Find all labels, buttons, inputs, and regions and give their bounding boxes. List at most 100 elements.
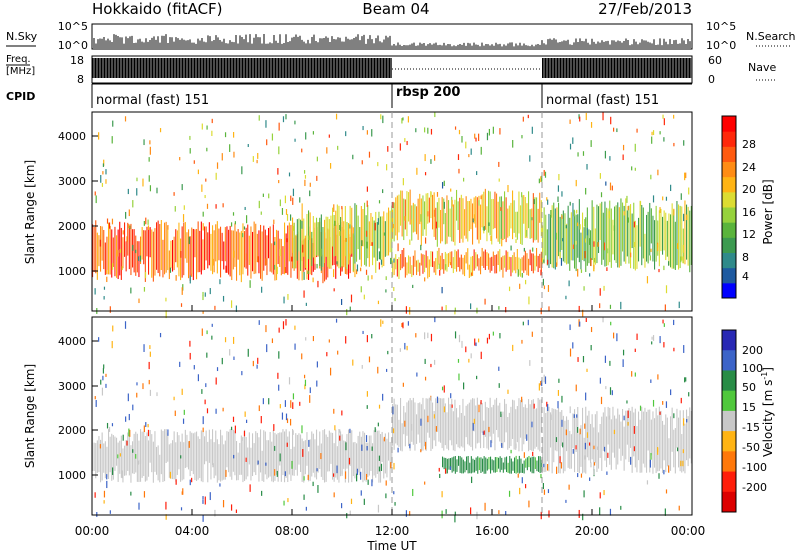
velocity-cell: [614, 415, 616, 458]
power-cell: [128, 226, 130, 270]
power-scatter-point: [457, 154, 460, 161]
power-cell: [468, 264, 470, 278]
power-scatter-point: [242, 233, 244, 238]
velocity-scatter-point: [241, 371, 243, 376]
velocity-cell: [456, 408, 458, 445]
velocity-cell: [596, 411, 598, 472]
power-scatter-point: [471, 272, 473, 276]
velocity-scatter-point: [527, 319, 529, 326]
power-cell: [496, 193, 498, 239]
velocity-scatter-point: [387, 350, 389, 355]
velocity-cell: [642, 411, 644, 464]
cpid-segment-2: rbsp 200: [396, 85, 460, 100]
velocity-scatter-point: [434, 359, 436, 365]
velocity-scatter-point: [292, 402, 294, 409]
velocity-cell: [446, 412, 448, 449]
velocity-cell: [159, 454, 161, 483]
velocity-cell: [295, 433, 297, 470]
velocity-scatter-point: [582, 513, 584, 521]
velocity-scatter-point: [361, 444, 363, 451]
power-cell: [464, 255, 466, 277]
velocity-cell: [116, 437, 118, 466]
velocity-cell: [470, 399, 472, 447]
power-scatter-point: [415, 128, 417, 133]
power-scatter-point: [382, 189, 384, 194]
velocity-scatter-point: [588, 442, 591, 446]
power-scatter-point: [279, 249, 281, 257]
velocity-scatter-point: [688, 392, 690, 397]
velocity-cell: [395, 404, 397, 444]
power-cell: [417, 259, 419, 272]
power-scatter-point: [441, 286, 443, 294]
power-scatter-point: [599, 288, 601, 296]
velocity-scatter-point: [416, 372, 418, 377]
velocity-cell: [380, 434, 382, 483]
velocity-scatter-point: [350, 498, 353, 505]
velocity-cell: [393, 398, 395, 450]
velocity-scatter-point: [561, 395, 563, 403]
power-scatter-point: [480, 195, 482, 200]
power-scatter-point: [404, 216, 406, 221]
power-scatter-point: [222, 203, 224, 208]
velocity-scatter-point: [463, 382, 465, 390]
velocity-cell: [686, 409, 688, 461]
velocity-cell: [658, 406, 660, 471]
power-cell: [676, 201, 678, 266]
power-cell: [508, 256, 510, 270]
power-cell: [250, 226, 252, 279]
power-scatter-point: [103, 286, 106, 290]
velocity-cell: [690, 410, 692, 464]
velocity-scatter-point: [465, 346, 467, 353]
power-scatter-point: [289, 214, 292, 221]
power-scatter-point: [438, 263, 440, 269]
velocity-scatter-point: [339, 435, 341, 441]
power-ytick-label: 1000: [58, 265, 86, 278]
velocity-scatter-point: [287, 498, 289, 503]
power-scatter-point: [249, 280, 251, 288]
velocity-scatter-point: [340, 503, 343, 509]
velocity-scatter-point: [470, 507, 472, 515]
velocity-cell: [279, 432, 281, 466]
power-y-tick-4000: 4000: [58, 130, 98, 143]
velocity-scatter-point: [105, 373, 107, 377]
x-tick-label: 20:00: [575, 524, 610, 538]
power-scatter-point: [271, 133, 274, 141]
power-cell: [255, 223, 257, 274]
power-scatter-point: [294, 120, 296, 125]
power-scatter-point: [106, 276, 108, 283]
power-cell: [686, 204, 688, 260]
velocity-scatter-point: [262, 398, 264, 405]
power-cell: [615, 205, 617, 263]
power-cell: [127, 222, 129, 256]
power-cell: [237, 229, 239, 260]
power-scatter-point: [204, 292, 206, 297]
velocity-cell: [340, 431, 342, 477]
power-scatter-point: [603, 285, 605, 291]
power-cell: [170, 240, 172, 269]
velocity-cell: [178, 435, 180, 470]
velocity-cell: [96, 440, 98, 473]
velocity-scatter-point: [499, 333, 501, 339]
velocity-cell: [223, 444, 225, 480]
power-scatter-point: [533, 199, 535, 205]
velocity-scatter-point: [657, 448, 659, 455]
power-scatter-point: [589, 273, 591, 277]
power-cell: [630, 204, 632, 269]
velocity-scatter-point: [183, 409, 185, 415]
velocity-cell: [330, 432, 332, 464]
power-cell: [574, 211, 576, 269]
power-cell: [189, 236, 191, 281]
velocity-cell: [551, 408, 553, 474]
power-scatter-point: [99, 239, 102, 247]
velocity-scatter-point: [651, 341, 653, 345]
velocity-cell: [507, 462, 509, 473]
power-cell: [582, 212, 584, 261]
power-scatter-point: [607, 248, 609, 254]
power-scatter-point: [603, 242, 606, 251]
velocity-scatter-point: [683, 345, 685, 353]
velocity-scatter-point: [143, 425, 145, 433]
power-scatter-point: [149, 146, 151, 155]
velocity-cell: [599, 423, 601, 458]
power-cell: [521, 195, 523, 245]
velocity-scatter-point: [112, 325, 114, 332]
